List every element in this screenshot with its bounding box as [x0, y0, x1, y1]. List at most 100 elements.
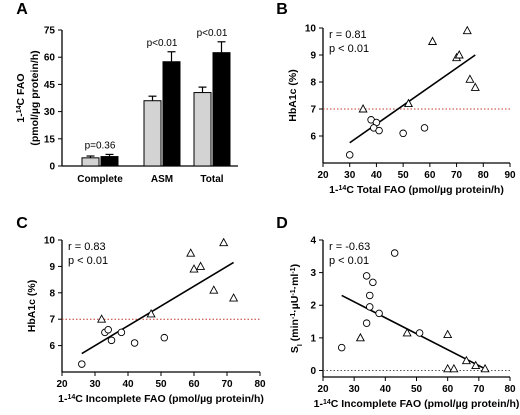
panel-a: A 0 15 30 45 60 75 1-14C FAO (pmol/µg protein/h)…	[15, 1, 238, 185]
x-tick-label-d: 20	[317, 384, 329, 395]
triangle-point-b	[462, 25, 472, 35]
x-label-d-part: 14	[323, 399, 331, 406]
y-tick-label-a: 30	[44, 107, 56, 118]
panel-d: D 20 30 40 50 60 70 80 0 1 2 3 4 1-14C Incomplete FAO…	[276, 215, 519, 410]
x-tick-label-d: 40	[380, 384, 392, 395]
bar-a	[81, 157, 100, 167]
regression-line-c	[81, 261, 235, 355]
p-value-annotation-a: p<0.01	[147, 38, 178, 49]
y-tick-label-b: 6	[310, 132, 316, 143]
x-tick-label-c: 30	[89, 379, 101, 390]
x-tick-label-b: 80	[478, 170, 490, 181]
circle-point-c	[117, 328, 126, 337]
bar-a	[100, 156, 119, 167]
triangle-point-c	[229, 293, 239, 302]
panel-c: C 20 30 40 50 60 70 80 6 7 8 9 10 1-14C Incomplete FA…	[16, 215, 266, 405]
y-tick-label-a: 15	[44, 134, 56, 145]
circle-point-d	[415, 329, 424, 337]
circle-point-c	[78, 360, 86, 368]
x-category-label-a: ASM	[151, 174, 173, 185]
y-tick-label-c: 8	[49, 288, 55, 299]
stat-p-d: p < 0.01	[329, 255, 369, 267]
triangle-point-c	[196, 261, 206, 270]
circle-point-d	[337, 343, 346, 352]
x-tick-label-c: 80	[254, 379, 266, 390]
circle-point-b	[399, 129, 407, 138]
y-label-a: 1-14C FAO	[15, 73, 27, 122]
y-label-d-part: (min	[289, 319, 301, 344]
triangle-point-c	[219, 237, 229, 247]
x-label-d: 1-14C Incomplete FAO (pmol/µg protein/h)	[314, 398, 520, 410]
x-label-c-part: 14	[67, 394, 75, 401]
regression-line-d	[341, 294, 486, 370]
y-label-a-part: C FAO	[15, 73, 27, 105]
y-label-d-part: -1	[290, 289, 297, 295]
y-tick-label-d: 4	[310, 236, 316, 247]
circle-point-b	[420, 124, 429, 132]
y-tick-label-c: 6	[49, 341, 55, 352]
panel-b: B 20 30 40 50 60 70 80 90 6 7 8 9 10 1-14C Total FAO (…	[276, 1, 516, 196]
x-tick-label-d: 50	[411, 384, 423, 395]
x-label-b-part: C Total FAO (pmol/µg protein/h)	[346, 184, 504, 196]
triangle-point-b	[403, 98, 414, 108]
panel-label-a: A	[16, 1, 28, 18]
x-label-c-part: 1-	[58, 393, 68, 405]
circle-point-d	[362, 272, 371, 280]
bar-a	[212, 52, 231, 167]
triangle-point-c	[146, 308, 156, 318]
circle-point-c	[160, 333, 169, 342]
stat-r-d: r = -0.63	[329, 241, 370, 253]
triangle-point-c	[97, 314, 107, 323]
triangle-point-b	[470, 82, 480, 91]
y-label-d-part: ·µU	[289, 296, 301, 313]
x-label-b-part: 14	[339, 185, 347, 192]
y-label-a-part: 1-	[15, 113, 27, 123]
triangle-point-c	[189, 264, 199, 273]
panel-label-c: C	[16, 215, 28, 232]
x-tick-label-b: 70	[451, 170, 463, 181]
y-tick-label-d: 3	[310, 268, 316, 279]
y-tick-label-b: 10	[305, 24, 317, 35]
panel-label-b: B	[276, 1, 288, 18]
x-tick-label-c: 40	[122, 379, 134, 390]
regression-line-b	[349, 54, 476, 144]
x-tick-label-c: 20	[56, 379, 68, 390]
y-tick-label-d: 2	[310, 301, 316, 312]
x-tick-label-c: 70	[221, 379, 233, 390]
y-tick-label-c: 7	[49, 315, 55, 326]
triangle-point-d	[449, 363, 459, 373]
triangle-point-d	[402, 328, 412, 337]
y-label-a-units: (pmol/µg protein/h)	[29, 50, 41, 145]
x-tick-label-d: 70	[473, 384, 485, 395]
y-label-a-part: 14	[16, 105, 23, 113]
x-tick-label-b: 40	[371, 170, 383, 181]
x-tick-label-d: 80	[504, 384, 516, 395]
triangle-point-d	[355, 332, 365, 342]
circle-point-c	[104, 326, 112, 334]
triangle-point-d	[480, 363, 490, 373]
x-label-b: 1-14C Total FAO (pmol/µg protein/h)	[329, 184, 504, 196]
p-value-annotation-a: p<0.01	[197, 28, 228, 39]
y-label-c: HbA1c (%)	[26, 280, 38, 333]
circle-point-d	[369, 278, 377, 287]
x-label-c: 1-14C Incomplete FAO (pmol/µg protein/h)	[58, 393, 264, 405]
y-label-d-part: -1	[290, 267, 297, 273]
x-category-label-a: Total	[200, 174, 223, 185]
x-tick-label-b: 90	[504, 170, 516, 181]
bar-a	[143, 100, 162, 167]
y-tick-label-d: 0	[310, 366, 316, 377]
panel-label-d: D	[276, 215, 288, 232]
bar-a	[162, 61, 181, 167]
circle-point-c	[130, 339, 139, 347]
triangle-point-d	[461, 355, 471, 365]
y-tick-label-a: 60	[44, 53, 56, 64]
y-label-d-part: S	[289, 346, 301, 353]
triangle-point-b	[427, 36, 438, 45]
y-label-b: HbA1c (%)	[287, 69, 299, 122]
stat-p-b: p < 0.01	[329, 43, 369, 55]
y-tick-label-b: 8	[310, 78, 316, 89]
x-tick-label-c: 60	[188, 379, 200, 390]
stat-p-c: p < 0.01	[68, 255, 108, 267]
x-label-b-part: 1-	[329, 184, 339, 196]
x-tick-label-b: 20	[317, 170, 329, 181]
